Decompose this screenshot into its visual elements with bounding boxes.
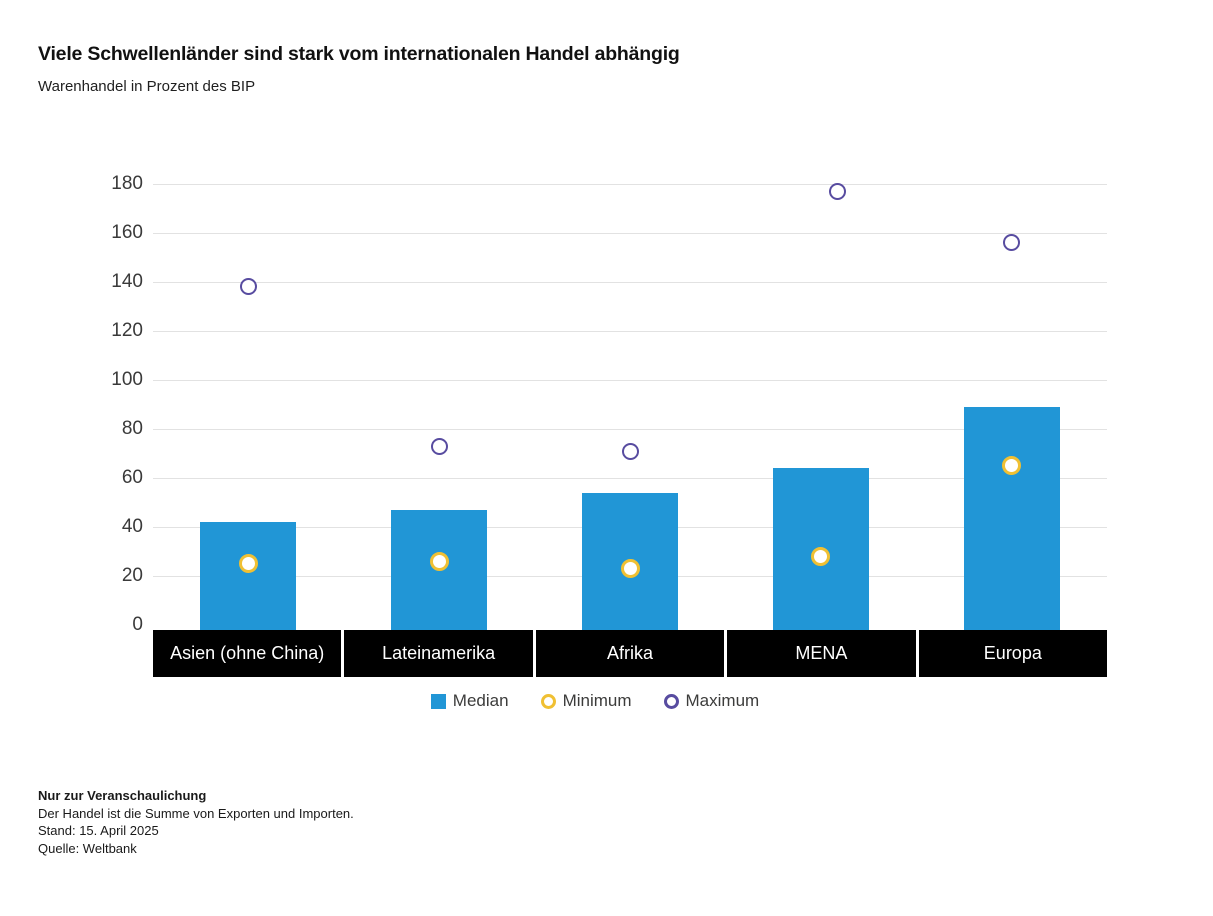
gridline-60 bbox=[153, 478, 1107, 479]
bar-median-1 bbox=[200, 522, 297, 630]
footnote-note: Der Handel ist die Summe von Exporten un… bbox=[38, 805, 354, 821]
legend: Median Minimum Maximum bbox=[153, 691, 1037, 711]
gridline-160 bbox=[153, 233, 1107, 234]
max-marker-5 bbox=[1003, 234, 1021, 252]
legend-item-median: Median bbox=[430, 691, 509, 711]
gridline-100 bbox=[153, 380, 1107, 381]
max-marker-3 bbox=[621, 442, 639, 460]
legend-item-minimum: Minimum bbox=[540, 691, 632, 711]
min-marker-5 bbox=[1002, 456, 1022, 476]
legend-label-maximum: Maximum bbox=[685, 691, 760, 710]
category-label-5: Europa bbox=[918, 630, 1108, 677]
max-marker-1 bbox=[239, 278, 257, 296]
category-label-2: Lateinamerika bbox=[344, 630, 533, 677]
category-label-1: Asien (ohne China) bbox=[153, 630, 342, 677]
min-marker-1 bbox=[238, 554, 258, 574]
gridline-140 bbox=[153, 282, 1107, 283]
min-marker-2 bbox=[429, 551, 449, 571]
footnote-source: Quelle: Weltbank bbox=[38, 840, 137, 856]
footnote-as-of: Stand: 15. April 2025 bbox=[38, 823, 159, 838]
min-marker-4 bbox=[811, 546, 831, 566]
y-tick-label-120: 120 bbox=[111, 320, 143, 341]
max-marker-2 bbox=[430, 437, 448, 455]
gridline-120 bbox=[153, 331, 1107, 332]
legend-label-minimum: Minimum bbox=[562, 691, 632, 710]
min-marker-3 bbox=[620, 559, 640, 579]
y-tick-label-160: 160 bbox=[111, 222, 143, 243]
category-axis: Asien (ohne China) Lateinamerika Afrika MEN… bbox=[153, 630, 1108, 677]
footnote-disclaimer: Nur zur Veranschaulichung bbox=[38, 788, 207, 803]
footnotes: Nur zur Veranschaulichung Der Handel ist… bbox=[38, 787, 354, 857]
minimum-ring-icon bbox=[540, 693, 556, 709]
bar-median-5 bbox=[963, 406, 1060, 630]
y-tick-label-180: 180 bbox=[111, 173, 143, 194]
legend-item-maximum: Maximum bbox=[663, 691, 760, 711]
y-tick-label-100: 100 bbox=[111, 369, 143, 390]
y-tick-label-140: 140 bbox=[111, 271, 143, 292]
y-tick-label-0: 0 bbox=[132, 614, 143, 635]
gridline-80 bbox=[153, 429, 1107, 430]
y-tick-label-80: 80 bbox=[121, 418, 143, 439]
y-tick-label-40: 40 bbox=[121, 516, 143, 537]
category-label-3: Afrika bbox=[535, 630, 725, 677]
y-tick-label-60: 60 bbox=[121, 467, 143, 488]
page-subtitle: Warenhandel in Prozent des BIP bbox=[38, 78, 256, 95]
median-swatch-icon bbox=[430, 693, 446, 709]
category-label-4: MENA bbox=[727, 630, 916, 677]
y-tick-label-20: 20 bbox=[121, 565, 143, 586]
maximum-ring-icon bbox=[663, 693, 679, 709]
gridline-180 bbox=[153, 184, 1107, 185]
legend-label-median: Median bbox=[452, 691, 509, 710]
page-title: Viele Schwellenländer sind stark vom int… bbox=[38, 43, 680, 65]
max-marker-4 bbox=[829, 182, 847, 200]
